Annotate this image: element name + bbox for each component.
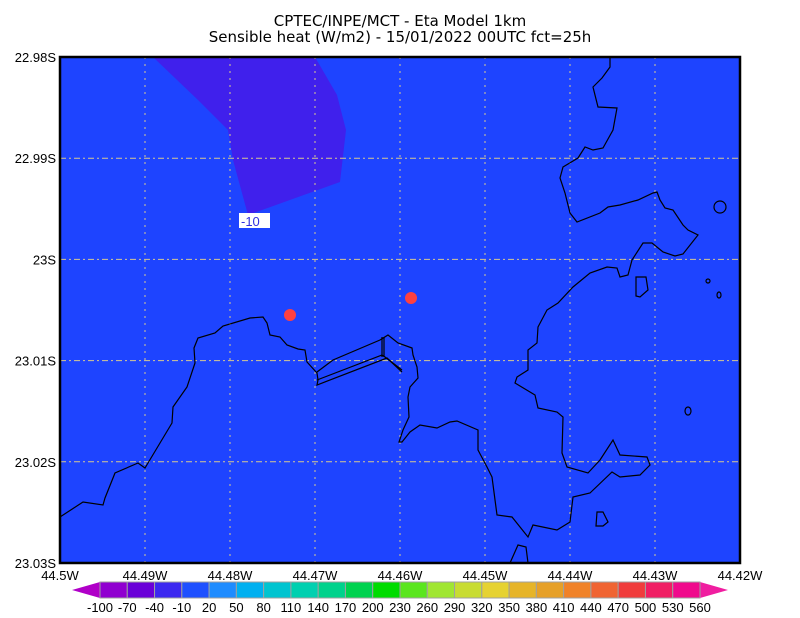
island: [595, 511, 609, 527]
x-tick-label: 44.48W: [208, 568, 254, 583]
x-tick-label: 44.45W: [463, 568, 509, 583]
colorbar-label: 260: [416, 600, 438, 615]
colorbar-label: 320: [471, 600, 493, 615]
colorbar-swatch: [126, 581, 156, 599]
colorbar-swatch: [426, 581, 456, 599]
colorbar-label: -70: [118, 600, 137, 615]
colorbar-label: 110: [281, 600, 302, 615]
x-tick-label: 44.5W: [41, 568, 79, 583]
x-tick-label: 44.46W: [378, 568, 424, 583]
colorbar-label: 200: [362, 600, 384, 615]
x-tick-label: 44.49W: [123, 568, 169, 583]
island: [635, 276, 649, 298]
colorbar-label: 380: [526, 600, 548, 615]
colorbar-swatch: [154, 581, 183, 599]
colorbar-label: -10: [172, 600, 191, 615]
colorbar-label: 530: [662, 600, 684, 615]
y-tick-label: 23.03S: [15, 556, 57, 571]
chart-title-line2: Sensible heat (W/m2) - 15/01/2022 00UTC …: [208, 28, 592, 46]
y-tick-label: 23S: [33, 252, 56, 267]
plot-frame: [58, 55, 742, 565]
colorbar-label: 230: [389, 600, 411, 615]
island: [713, 200, 727, 214]
colorbar-swatch: [508, 581, 537, 599]
colorbar-swatch: [208, 581, 237, 599]
colorbar-swatch: [481, 581, 510, 599]
y-axis: 22.98S 22.99S 23S 23.01S 23.02S 23.03S: [15, 50, 57, 571]
gridlines: [60, 57, 740, 563]
coastline-west: [59, 316, 403, 518]
colorbar-swatch: [235, 581, 265, 599]
colorbar-label: 170: [335, 600, 357, 615]
x-tick-label: 44.44W: [548, 568, 594, 583]
colorbar-label: 500: [635, 600, 657, 615]
x-tick-label: 44.42W: [718, 568, 764, 583]
contour-label: -10: [241, 214, 260, 229]
colorbar-label: 80: [256, 600, 270, 615]
colorbar-high-arrow: [700, 582, 728, 598]
location-marker: [284, 309, 296, 321]
colorbar-swatch: [454, 581, 483, 599]
sensible-heat-region: [153, 57, 346, 215]
contour-label-box: [239, 213, 270, 228]
colorbar-swatch: [535, 581, 565, 599]
y-tick-label: 23.01S: [15, 354, 57, 369]
colorbar: -100 -70 -40 -10 20 50 80 110 140 170 200 230 260 290…: [72, 581, 728, 615]
location-marker: [405, 292, 417, 304]
colorbar-swatch: [181, 581, 210, 599]
colorbar-label: 560: [689, 600, 711, 615]
x-tick-label: 44.47W: [293, 568, 339, 583]
y-tick-label: 22.99S: [15, 151, 57, 166]
colorbar-swatch: [372, 581, 401, 599]
colorbar-swatch: [644, 581, 674, 599]
island: [705, 278, 711, 284]
y-tick-label: 22.98S: [15, 50, 57, 65]
island: [684, 406, 692, 416]
colorbar-swatch: [263, 581, 292, 599]
pier-upper: [316, 57, 699, 539]
colorbar-label: 140: [307, 600, 329, 615]
colorbar-label: 350: [498, 600, 520, 615]
colorbar-swatch: [563, 581, 592, 599]
coastlines: [59, 57, 727, 564]
colorbar-label: 50: [229, 600, 243, 615]
colorbar-low-arrow: [72, 582, 100, 598]
colorbar-swatch: [672, 581, 701, 599]
colorbar-swatch: [99, 581, 128, 599]
coastline-south: [509, 544, 529, 564]
colorbar-label: 410: [553, 600, 575, 615]
chart-title-line1: CPTEC/INPE/MCT - Eta Model 1km: [273, 12, 527, 30]
island: [716, 291, 722, 299]
colorbar-swatch: [590, 581, 619, 599]
colorbar-swatch: [317, 581, 346, 599]
colorbar-swatch: [344, 581, 374, 599]
colorbar-swatch: [290, 581, 319, 599]
colorbar-label: -40: [145, 600, 164, 615]
colorbar-swatch: [617, 581, 646, 599]
colorbar-label: -100: [87, 600, 113, 615]
colorbar-label: 470: [607, 600, 629, 615]
colorbar-label: 290: [444, 600, 466, 615]
x-axis: 44.5W 44.49W 44.48W 44.47W 44.46W 44.45W 44.44…: [41, 568, 763, 583]
x-tick-label: 44.43W: [633, 568, 679, 583]
colorbar-swatch: [399, 581, 428, 599]
y-tick-label: 23.02S: [15, 455, 57, 470]
colorbar-label: 440: [580, 600, 602, 615]
colorbar-label: 20: [202, 600, 216, 615]
